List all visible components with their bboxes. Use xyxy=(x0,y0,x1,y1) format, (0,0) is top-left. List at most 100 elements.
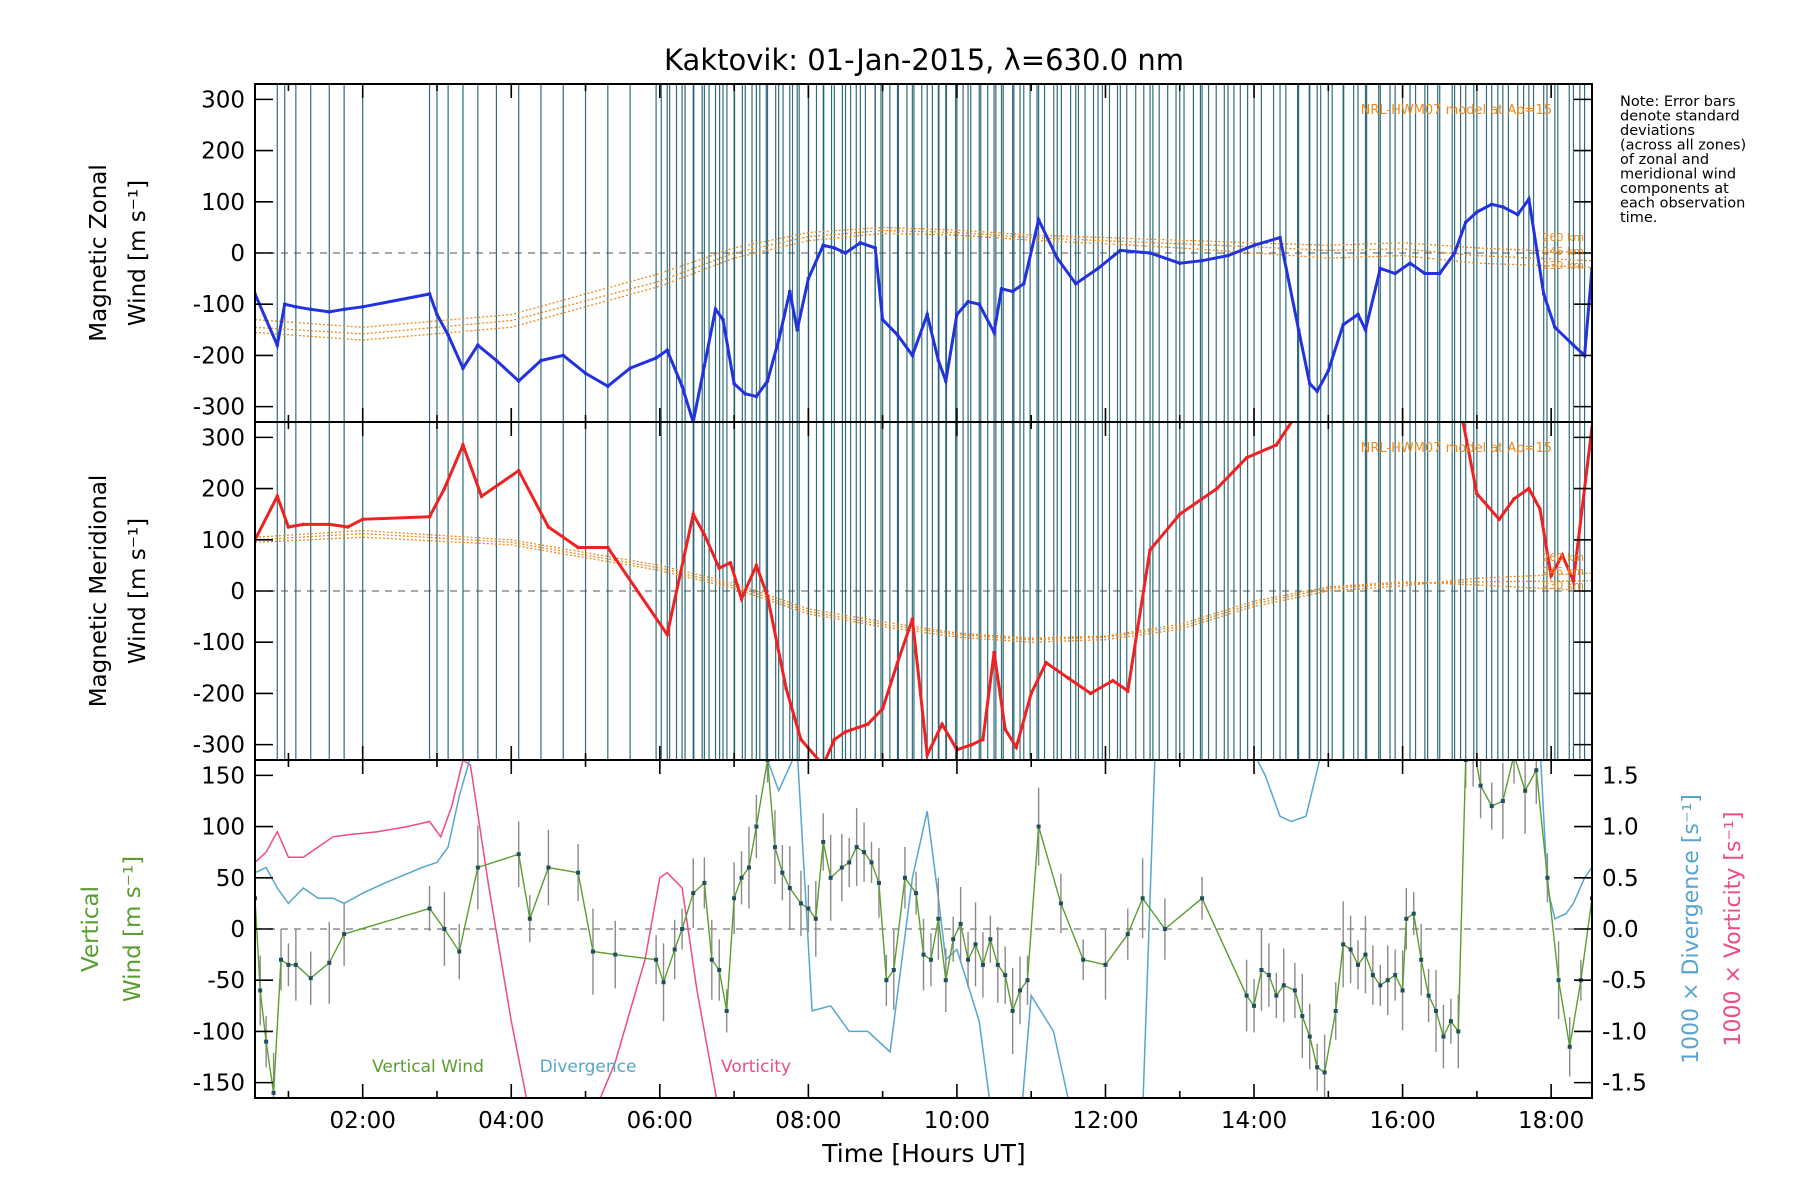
vertical-wind-point xyxy=(921,952,926,957)
x-tick-label: 14:00 xyxy=(1221,1108,1287,1134)
meridional-wind-point xyxy=(1148,548,1152,552)
vertical-wind-point xyxy=(1534,768,1539,773)
vertical-wind-point xyxy=(891,967,896,972)
vertical-wind-point xyxy=(1385,978,1390,983)
zonal-wind-point xyxy=(858,240,863,245)
zonal-wind-point xyxy=(1363,328,1368,332)
meridional-wind-point xyxy=(576,545,580,550)
legend-label: Divergence xyxy=(540,1057,637,1077)
zonal-wind-point xyxy=(665,348,670,353)
vertical-wind-point xyxy=(1348,947,1353,952)
zonal-wind-point xyxy=(275,343,280,347)
vertical-wind-point xyxy=(966,957,971,962)
vertical-wind-point xyxy=(1259,967,1264,972)
vertical-wind-point xyxy=(854,845,859,850)
zonal-wind-point xyxy=(282,302,287,307)
meridional-wind-point xyxy=(1111,678,1115,683)
meridional-wind-point xyxy=(1527,486,1531,491)
vertical-wind-point xyxy=(576,870,581,875)
y2-tick-label: -1.5 xyxy=(1602,1071,1647,1097)
zonal-wind-point xyxy=(435,312,439,317)
zonal-wind-point xyxy=(628,366,632,371)
vertical-wind-point xyxy=(1274,993,1279,998)
model-label: NRL-HWM07 model at Ap=15 xyxy=(1361,441,1552,456)
zonal-wind-point xyxy=(880,317,885,322)
zonal-wind-point xyxy=(1307,381,1312,386)
zonal-wind-point xyxy=(832,246,837,250)
vertical-wind-point xyxy=(739,875,744,880)
meridional-wind-point xyxy=(865,722,870,726)
zonal-wind-point xyxy=(1553,325,1557,330)
vertical-wind-point xyxy=(1244,993,1249,998)
meridional-wind-point xyxy=(286,525,291,529)
meridional-wind-point xyxy=(1177,512,1182,516)
vertical-wind-point xyxy=(278,957,283,962)
zonal-wind-point xyxy=(936,358,941,363)
vertical-wind-point xyxy=(516,852,521,857)
vertical-wind-point xyxy=(839,865,844,870)
vertical-wind-point xyxy=(798,901,803,906)
vertical-wind-point xyxy=(1162,927,1167,931)
y-axis-label: Magnetic Zonal xyxy=(86,164,112,342)
vertical-wind-point xyxy=(862,850,867,855)
zonal-wind-point xyxy=(925,312,930,317)
meridional-wind-point xyxy=(754,563,759,568)
vertical-wind-point xyxy=(1103,962,1108,967)
legend-label: Vertical Wind xyxy=(372,1057,484,1077)
meridional-plot-area xyxy=(255,422,1592,760)
vertical-wind-point xyxy=(869,860,874,865)
chart-title: Kaktovik: 01-Jan-2015, λ=630.0 nm xyxy=(664,43,1184,77)
meridional-wind-point xyxy=(895,660,900,665)
vertical-wind-point xyxy=(1411,911,1416,916)
model-altitude-label: 260 km xyxy=(1542,551,1584,564)
zonal-wind-point xyxy=(539,358,543,363)
meridional-wind-point xyxy=(784,686,788,691)
vertical-wind-point xyxy=(613,952,618,957)
vertical-wind-point xyxy=(1025,978,1030,983)
zonal-wind-point xyxy=(1541,292,1546,296)
vertical-wind-point xyxy=(821,839,826,844)
zonal-wind-point xyxy=(342,307,346,312)
zonal-wind-point xyxy=(1148,251,1152,255)
zonal-wind-point xyxy=(702,363,707,368)
y-tick-label: 50 xyxy=(216,866,245,892)
meridional-wind-point xyxy=(1215,486,1219,491)
model-altitude-label: 230 km xyxy=(1542,259,1584,272)
y-tick-label: -200 xyxy=(193,343,245,369)
vertical-wind-point xyxy=(980,962,985,967)
y-tick-label: 100 xyxy=(201,815,245,841)
zonal-wind-point xyxy=(1341,322,1345,327)
meridional-wind-point xyxy=(1014,745,1019,749)
vertical-wind-point xyxy=(847,860,852,865)
vertical-wind-point xyxy=(475,865,480,870)
model-curve xyxy=(255,529,1592,639)
vertical-wind-point xyxy=(780,870,785,875)
vertical-wind-point xyxy=(1400,988,1405,993)
zonal-wind-point xyxy=(1501,205,1505,209)
meridional-wind-point xyxy=(925,753,930,757)
vertical-wind-point xyxy=(1341,942,1346,947)
meridional-wind-panel: 300 200 100 0 -100 -200 -300 NRL-HWM07 model at… xyxy=(86,421,1593,761)
zonal-wind-point xyxy=(327,310,332,314)
vorticity-line xyxy=(255,760,718,1098)
vertical-wind-point xyxy=(1500,798,1505,803)
vertical-wind-point xyxy=(958,921,963,926)
y-tick-label: -150 xyxy=(193,1071,245,1097)
zonal-wind-point xyxy=(843,251,848,255)
zonal-wind-point xyxy=(999,287,1004,291)
meridional-wind-point xyxy=(992,650,996,655)
x-tick-label: 18:00 xyxy=(1518,1108,1584,1134)
zonal-wind-point xyxy=(1423,271,1427,276)
x-tick-label: 06:00 xyxy=(627,1108,693,1134)
zonal-wind-point xyxy=(992,330,996,335)
vertical-wind-point xyxy=(973,942,978,947)
zonal-wind-panel: 300 200 100 0 -100 -200 -300 NRL-HWM07 model at… xyxy=(86,83,1593,423)
vertical-wind-point xyxy=(1356,962,1361,967)
meridional-wind-point xyxy=(1571,578,1576,583)
zonal-wind-point xyxy=(606,384,610,388)
vertical-wind-point xyxy=(1010,1008,1015,1013)
meridional-wind-point xyxy=(1029,691,1034,696)
zonal-wind-point xyxy=(461,366,465,371)
meridional-wind-point xyxy=(1044,660,1048,665)
vertical-wind-point xyxy=(1523,788,1528,793)
